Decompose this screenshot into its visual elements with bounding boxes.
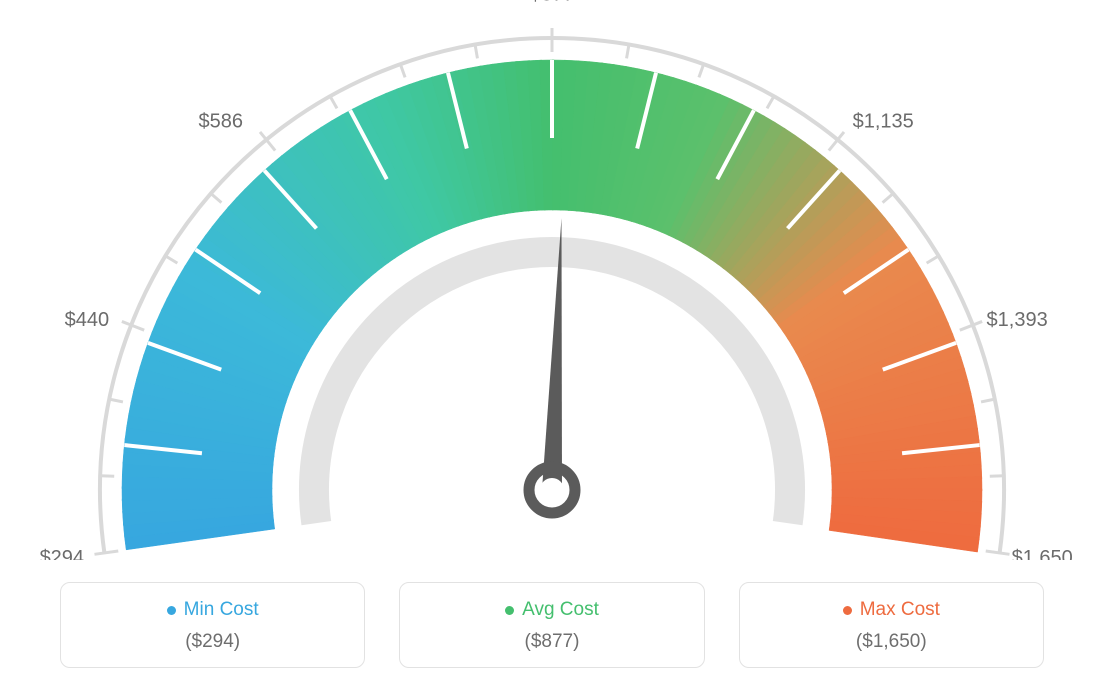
tick-label: $1,393 (987, 309, 1048, 331)
legend-label-avg: Avg Cost (505, 599, 599, 621)
gauge-svg: $294 $440 $586 $877 $1,135 $1,393 $1,650 (0, 0, 1104, 560)
dot-min (167, 606, 176, 615)
legend-value-min: ($294) (71, 631, 354, 653)
legend-label-max: Max Cost (843, 599, 940, 621)
tick-label: $294 (40, 547, 85, 560)
tick-label: $877 (530, 0, 575, 5)
legend-item-min: Min Cost ($294) (60, 582, 365, 668)
dot-avg (505, 606, 514, 615)
tick-label: $440 (65, 309, 110, 331)
legend-label-min: Min Cost (167, 599, 259, 621)
gauge-chart: $294 $440 $586 $877 $1,135 $1,393 $1,650 (0, 0, 1104, 560)
dot-max (843, 606, 852, 615)
legend-label-max-text: Max Cost (860, 599, 940, 621)
legend-label-min-text: Min Cost (184, 599, 259, 621)
legend-value-max: ($1,650) (750, 631, 1033, 653)
legend-label-avg-text: Avg Cost (522, 599, 599, 621)
tick-label: $1,135 (853, 110, 914, 132)
legend-item-avg: Avg Cost ($877) (399, 582, 704, 668)
tick-label: $586 (199, 110, 244, 132)
legend: Min Cost ($294) Avg Cost ($877) Max Cost… (0, 582, 1104, 668)
legend-item-max: Max Cost ($1,650) (739, 582, 1044, 668)
tick-label: $1,650 (1012, 547, 1073, 560)
legend-value-avg: ($877) (410, 631, 693, 653)
